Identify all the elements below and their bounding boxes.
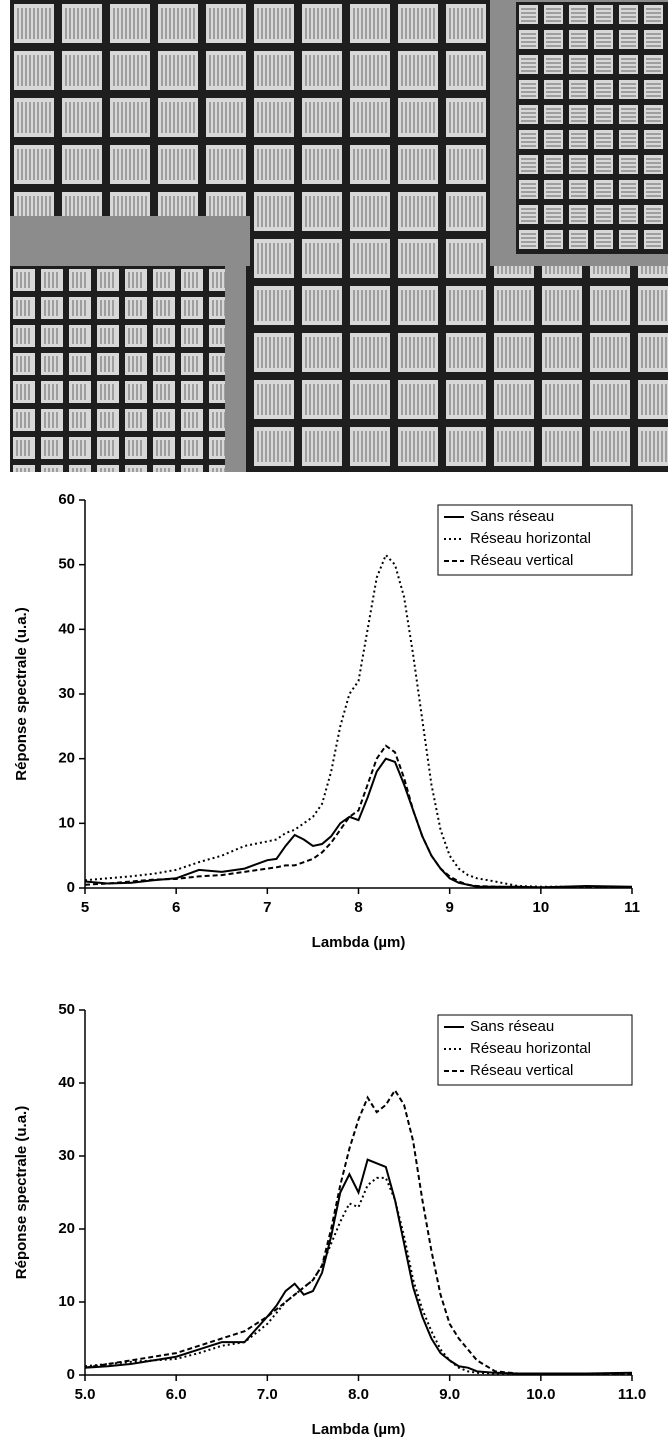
series-line bbox=[84, 757, 633, 889]
x-axis-label: Lambda (µm) bbox=[312, 934, 406, 951]
legend-label: Réseau vertical bbox=[470, 1062, 573, 1079]
y-tick-label: 20 bbox=[58, 1220, 75, 1237]
y-tick-label: 40 bbox=[58, 620, 75, 637]
x-tick-label: 7 bbox=[263, 899, 271, 916]
series-line bbox=[84, 744, 632, 889]
y-tick-label: 40 bbox=[58, 1074, 75, 1091]
y-axis-label: Réponse spectrale (u.a.) bbox=[13, 607, 30, 780]
y-tick-label: 10 bbox=[58, 814, 75, 831]
legend-box bbox=[437, 1014, 633, 1086]
x-tick-label: 10 bbox=[532, 899, 549, 916]
legend-label: Sans réseau bbox=[470, 1018, 554, 1035]
series-line bbox=[84, 1158, 633, 1375]
y-tick-label: 30 bbox=[58, 685, 75, 702]
y-tick-label: 30 bbox=[58, 1147, 75, 1164]
x-tick-label: 11.0 bbox=[618, 1386, 646, 1403]
x-tick-label: 8 bbox=[354, 899, 362, 916]
legend-label: Réseau vertical bbox=[470, 552, 573, 569]
y-tick-label: 50 bbox=[58, 1001, 75, 1018]
legend-label: Réseau horizontal bbox=[470, 530, 591, 547]
series-line bbox=[84, 1088, 632, 1376]
y-tick-label: 0 bbox=[67, 1366, 75, 1383]
series-line bbox=[84, 553, 633, 889]
legend-label: Sans réseau bbox=[470, 508, 554, 525]
y-tick-label: 60 bbox=[58, 491, 75, 508]
y-tick-label: 20 bbox=[58, 750, 75, 767]
micrograph bbox=[10, 0, 668, 472]
x-tick-label: 6 bbox=[172, 899, 180, 916]
x-tick-label: 5.0 bbox=[75, 1386, 96, 1403]
y-tick-label: 0 bbox=[67, 879, 75, 896]
x-axis-label: Lambda (µm) bbox=[312, 1421, 406, 1438]
x-tick-label: 7.0 bbox=[257, 1386, 278, 1403]
x-tick-label: 9.0 bbox=[439, 1386, 460, 1403]
x-tick-label: 5 bbox=[81, 899, 89, 916]
y-tick-label: 50 bbox=[58, 556, 75, 573]
x-tick-label: 6.0 bbox=[166, 1386, 187, 1403]
x-tick-label: 10.0 bbox=[526, 1386, 555, 1403]
x-tick-label: 8.0 bbox=[348, 1386, 369, 1403]
series-line bbox=[84, 1176, 632, 1376]
y-tick-label: 10 bbox=[58, 1293, 75, 1310]
legend-box bbox=[437, 504, 633, 576]
legend-label: Réseau horizontal bbox=[470, 1040, 591, 1057]
y-axis-label: Réponse spectrale (u.a.) bbox=[13, 1106, 30, 1279]
x-tick-label: 9 bbox=[445, 899, 453, 916]
x-tick-label: 11 bbox=[624, 899, 640, 916]
